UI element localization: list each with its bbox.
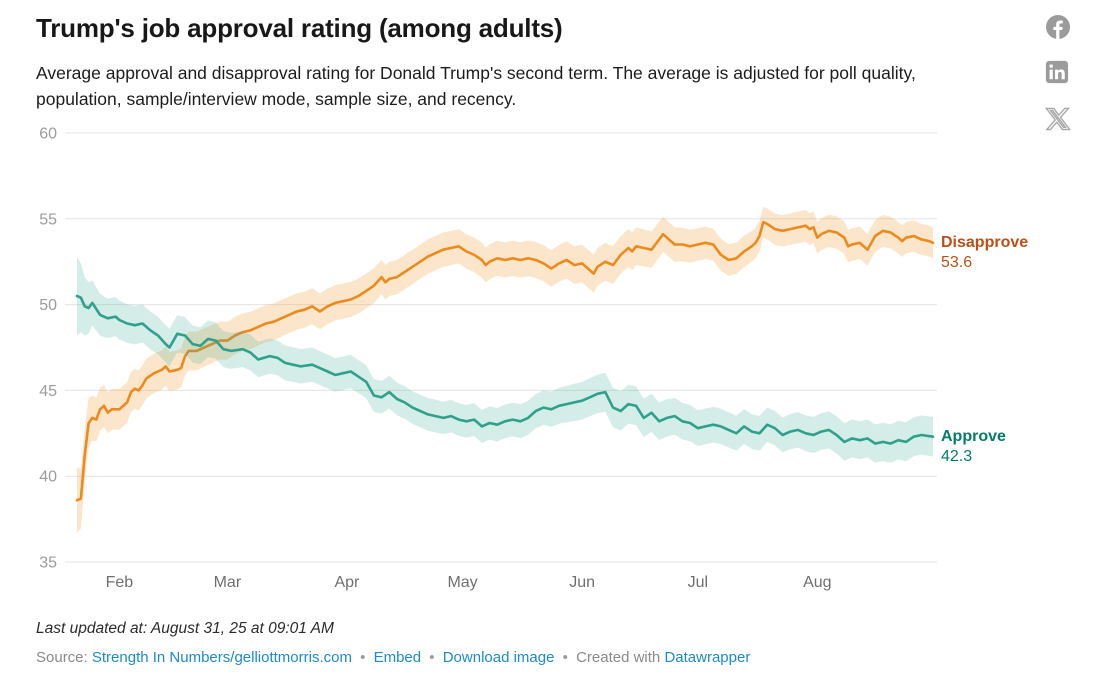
separator-dot: • — [562, 649, 568, 666]
x-tick-label: Feb — [106, 574, 134, 591]
series-name-disapprove: Disapprove — [941, 234, 1029, 251]
source-link[interactable]: Strength In Numbers/gelliottmorris.com — [91, 649, 352, 666]
page-title: Trump's job approval rating (among adult… — [36, 13, 563, 43]
x-share-icon[interactable] — [1044, 106, 1072, 132]
y-tick-label: 35 — [39, 555, 57, 572]
facebook-share-icon[interactable] — [1045, 14, 1071, 40]
last-updated-text: Last updated at: August 31, 25 at 09:01 … — [36, 620, 334, 637]
embed-link[interactable]: Embed — [373, 649, 422, 666]
created-with-text: Created with — [576, 649, 661, 666]
share-toolbar — [1044, 14, 1072, 132]
y-tick-label: 50 — [39, 297, 57, 314]
y-tick-label: 45 — [39, 383, 57, 400]
chart-description: Average approval and disapproval rating … — [36, 63, 916, 109]
linkedin-share-icon[interactable] — [1045, 60, 1071, 86]
series-name-approve: Approve — [941, 428, 1006, 445]
x-tick-label: Jul — [688, 574, 708, 591]
series-label-approve: Approve 42.3 — [941, 427, 1091, 467]
source-label: Source: — [36, 649, 88, 666]
separator-dot: • — [360, 649, 366, 666]
line-approve[interactable] — [75, 294, 935, 445]
line-disapprove[interactable] — [75, 220, 935, 502]
source-row: Source: Strength In Numbers/gelliottmorr… — [36, 649, 750, 666]
x-tick-label: Aug — [803, 574, 831, 591]
series-value-disapprove: 53.6 — [941, 254, 973, 271]
download-image-link[interactable]: Download image — [442, 649, 555, 666]
x-tick-label: Jun — [569, 574, 595, 591]
datawrapper-link[interactable]: Datawrapper — [664, 649, 751, 666]
confidence-band-disapprove — [77, 206, 933, 533]
y-tick-label: 60 — [39, 126, 57, 143]
series-label-disapprove: Disapprove 53.6 — [941, 233, 1091, 273]
x-tick-label: Apr — [334, 574, 360, 591]
series-value-approve: 42.3 — [941, 448, 973, 465]
separator-dot: • — [429, 649, 435, 666]
x-tick-label: Mar — [214, 574, 242, 591]
y-tick-label: 55 — [39, 211, 57, 228]
x-tick-label: May — [447, 574, 477, 591]
y-tick-label: 40 — [39, 469, 57, 486]
